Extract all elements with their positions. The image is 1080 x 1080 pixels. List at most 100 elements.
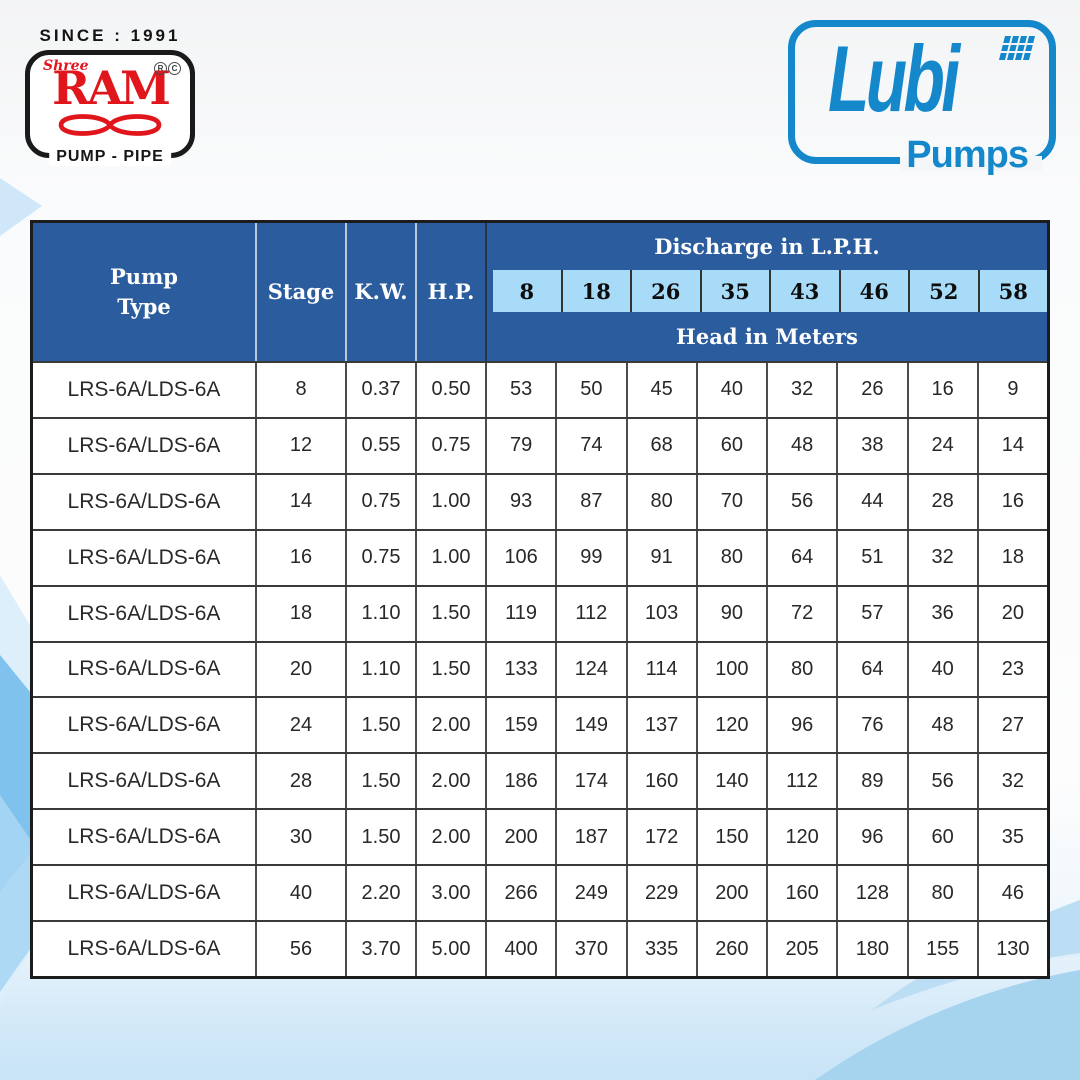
head-value-cell: 56 [768,474,839,529]
head-value-cell: 80 [698,530,768,585]
kw-cell: 1.50 [347,754,417,809]
head-value-cell: 120 [698,698,768,753]
hp-cell: 2.00 [417,698,487,753]
head-value-cell: 172 [628,810,698,865]
head-value-cell: 174 [557,754,628,809]
head-cells: 159 149 137 120 96 76 48 27 [487,698,1047,753]
header-discharge: Discharge in L.P.H. [654,234,880,259]
shree-ram-logo: SINCE : 1991 Shree RAM R C PUMP - PIPE [25,26,195,166]
stage-cell: 20 [257,642,347,697]
head-cells: 400 370 335 260 205 180 155 130 [487,922,1047,976]
head-value-cell: 32 [1001,769,1024,792]
head-value-cell: 106 [487,530,558,585]
head-value-cell: 119 [487,586,558,641]
hp-cell: 1.50 [417,586,487,641]
head-cells: 53 50 45 40 32 26 16 9 [487,363,1047,417]
discharge-value-cell: 35 [701,270,771,312]
header-kw: K.W. [347,223,417,361]
head-cells: 119 112 103 90 72 57 36 20 [487,586,1047,641]
stage-cell: 40 [257,866,347,921]
head-value-cell: 133 [487,642,558,697]
head-value-cell: 187 [557,810,628,865]
kw-cell: 1.10 [347,642,417,697]
since-text: SINCE : 1991 [39,26,181,45]
head-value-cell: 160 [628,754,698,809]
kw-cell: 0.75 [347,530,417,585]
head-value-cell: 32 [909,530,979,585]
head-value-cell: 160 [768,866,839,921]
hp-cell: 2.00 [417,810,487,865]
table-row: LRS-6A/LDS-6A 20 1.10 1.50 133 124 114 100 8… [33,640,1047,697]
head-value-cell: 40 [698,363,768,417]
head-value-cell: 229 [628,866,698,921]
ram-wordmark: RAM [52,61,171,115]
head-value-cell: 20 [1001,602,1024,625]
head-value-cell: 50 [557,363,628,417]
head-value-cell: 23 [1001,657,1024,680]
stage-cell: 24 [257,698,347,753]
pump-type-cell: LRS-6A/LDS-6A [33,418,257,473]
hp-cell: 2.00 [417,754,487,809]
table-row: LRS-6A/LDS-6A 8 0.37 0.50 53 50 45 40 32 26 16… [33,361,1047,417]
head-value-cell: 53 [487,363,558,417]
stage-cell: 30 [257,810,347,865]
head-value-cell: 260 [698,922,768,976]
head-value-cell: 200 [698,866,768,921]
head-value-cell: 130 [996,937,1030,960]
pump-type-cell: LRS-6A/LDS-6A [33,698,257,753]
stage-cell: 16 [257,530,347,585]
table-row: LRS-6A/LDS-6A 16 0.75 1.00 106 99 91 80 64 51… [33,528,1047,585]
pixel-grid-icon [999,36,1035,60]
head-value-cell: 186 [487,754,558,809]
head-value-cell: 180 [838,922,909,976]
discharge-value-cell: 26 [632,270,702,312]
kw-cell: 0.37 [347,363,417,417]
table-row: LRS-6A/LDS-6A 28 1.50 2.00 186 174 160 140 1… [33,752,1047,809]
head-value-cell: 200 [487,810,558,865]
discharge-value-cell: 46 [840,270,910,312]
hp-cell: 1.50 [417,642,487,697]
head-value-cell: 72 [768,586,839,641]
head-value-cell: 45 [628,363,698,417]
kw-cell: 1.50 [347,810,417,865]
discharge-value-cell: 58 [979,270,1047,312]
lubi-tagline: Pumps [906,134,1029,176]
pump-type-cell: LRS-6A/LDS-6A [33,810,257,865]
head-value-cell: 159 [487,698,558,753]
hp-cell: 3.00 [417,866,487,921]
header-hp: H.P. [417,223,487,361]
hp-cell: 0.50 [417,363,487,417]
hp-cell: 0.75 [417,418,487,473]
kw-cell: 0.75 [347,474,417,529]
head-value-cell: 35 [1001,825,1024,848]
discharge-value-cell: 18 [562,270,632,312]
trademark-icons: R C [154,62,181,75]
pump-type-cell: LRS-6A/LDS-6A [33,642,257,697]
head-value-cell: 48 [768,418,839,473]
table-row: LRS-6A/LDS-6A 24 1.50 2.00 159 149 137 120 9… [33,696,1047,753]
head-value-cell: 38 [838,418,909,473]
head-value-cell: 60 [698,418,768,473]
pump-type-cell: LRS-6A/LDS-6A [33,922,257,976]
head-value-cell: 137 [628,698,698,753]
pump-type-cell: LRS-6A/LDS-6A [33,530,257,585]
head-value-cell: 16 [1001,490,1024,513]
head-value-cell: 80 [768,642,839,697]
head-value-cell: 64 [768,530,839,585]
head-cells: 79 74 68 60 48 38 24 14 [487,418,1047,473]
discharge-band: 8 18 26 35 43 46 52 58 [487,270,1047,312]
head-value-cell: 149 [557,698,628,753]
kw-cell: 3.70 [347,922,417,976]
stage-cell: 28 [257,754,347,809]
pump-type-cell: LRS-6A/LDS-6A [33,363,257,417]
table-row: LRS-6A/LDS-6A 14 0.75 1.00 93 87 80 70 56 44 2… [33,472,1047,529]
head-value-cell: 27 [1001,713,1024,736]
hp-cell: 1.00 [417,474,487,529]
pump-type-cell: LRS-6A/LDS-6A [33,754,257,809]
discharge-value-cell: 8 [493,270,563,312]
head-value-cell: 103 [628,586,698,641]
head-value-cell: 249 [557,866,628,921]
head-value-cell: 128 [838,866,909,921]
ram-logo-box: Shree RAM R C PUMP - PIPE [25,50,195,166]
header-stage: Stage [257,223,347,361]
